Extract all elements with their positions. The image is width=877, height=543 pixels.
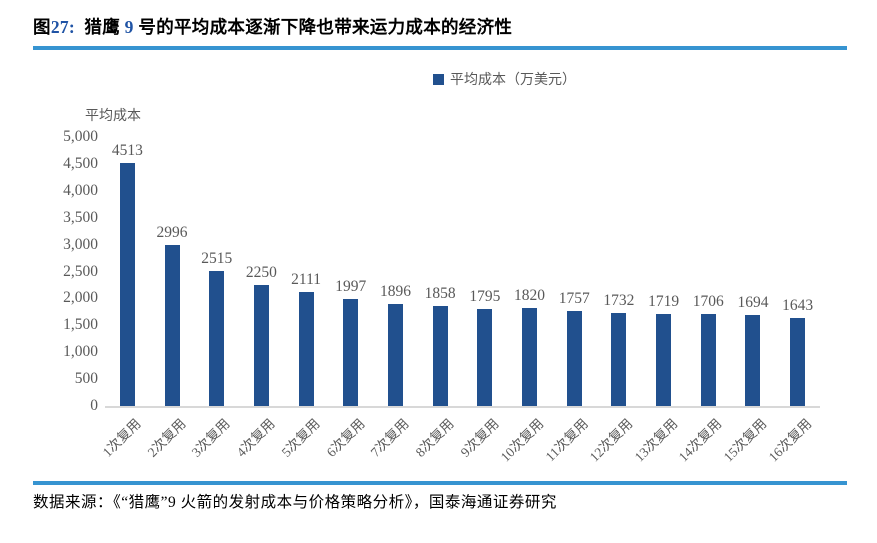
bar-value-label: 1757: [558, 290, 590, 308]
figure-title: 图27: 猎鹰 9 号的平均成本逐渐下降也带来运力成本的经济性: [33, 14, 853, 39]
bar: [611, 312, 627, 406]
bar: [209, 270, 225, 406]
y-tick-label: 5,000: [63, 128, 98, 145]
bar-value-label: 2111: [291, 271, 322, 289]
bar: [343, 298, 359, 406]
chart-legend: 平均成本（万美元）: [433, 69, 576, 89]
x-category-label: 16次复用: [765, 415, 815, 465]
y-tick-label: 4,000: [63, 181, 98, 199]
x-category-label: 15次复用: [720, 415, 770, 465]
bar: [253, 284, 269, 406]
x-category-label: 8次复用: [412, 415, 457, 460]
y-tick-label: 500: [74, 370, 98, 388]
x-category-label: 10次复用: [497, 415, 546, 465]
bar-value-label: 2515: [201, 249, 233, 267]
x-category-label: 1次复用: [99, 415, 144, 460]
x-category-label: 12次复用: [586, 415, 636, 465]
x-category-label: 14次复用: [675, 415, 725, 465]
bar: [119, 163, 135, 406]
y-axis-title: 平均成本: [85, 109, 141, 124]
bar-value-label: 2996: [156, 223, 188, 241]
bar: [164, 244, 180, 406]
x-category-label: 2次复用: [144, 415, 189, 460]
title-underline: [33, 46, 847, 50]
bar: [522, 308, 538, 406]
bar: [477, 309, 493, 406]
footer-rule: [33, 481, 847, 485]
bar-value-label: 1719: [648, 292, 680, 310]
bar-value-label: 1732: [603, 291, 635, 309]
bar-value-label: 1694: [737, 293, 769, 311]
x-category-label: 3次复用: [189, 415, 234, 460]
y-tick-label: 1,500: [63, 316, 98, 334]
figure-title-text-b: 号的平均成本逐渐下降也带来运力成本的经济性: [133, 17, 513, 37]
bar: [432, 306, 448, 406]
figure-number: 27:: [50, 17, 76, 37]
data-source: 数据来源：《“猎鹰”9 火箭的发射成本与价格策略分析》，国泰海通证券研究: [33, 494, 557, 511]
x-axis-line: [105, 406, 820, 408]
x-category-label: 7次复用: [367, 415, 412, 460]
figure-title-number: 9: [124, 17, 134, 37]
x-category-label: 9次复用: [457, 415, 502, 460]
bar-value-label: 1706: [692, 293, 724, 311]
x-category-label: 6次复用: [323, 415, 368, 460]
x-category-label: 11次复用: [542, 415, 591, 465]
y-tick-label: 2,500: [63, 262, 98, 280]
bar-value-label: 2250: [245, 263, 277, 281]
bar: [745, 314, 761, 406]
x-category-label: 5次复用: [278, 415, 323, 460]
y-tick-label: 0: [90, 397, 98, 414]
bar: [566, 311, 582, 406]
bar-value-label: 1858: [424, 285, 456, 303]
bar: [298, 292, 314, 406]
bar-value-label: 1820: [514, 287, 546, 305]
x-category-label: 13次复用: [631, 415, 681, 465]
x-category-label: 4次复用: [233, 415, 278, 460]
y-tick-label: 3,500: [63, 208, 98, 226]
bar: [790, 317, 806, 406]
legend-swatch-icon: [433, 74, 444, 85]
bar-value-label: 1997: [335, 277, 367, 295]
y-tick-label: 2,000: [63, 289, 98, 307]
y-tick-label: 4,500: [63, 154, 98, 172]
bar-value-label: 1643: [782, 296, 814, 314]
bar: [700, 314, 716, 406]
bar-value-label: 4513: [111, 142, 143, 160]
bar: [387, 303, 403, 406]
y-tick-label: 3,000: [63, 235, 98, 253]
bar: [656, 313, 672, 406]
legend-label: 平均成本（万美元）: [450, 73, 576, 88]
y-tick-label: 1,000: [63, 343, 98, 361]
bar-value-label: 1896: [379, 282, 411, 300]
figure-label: 图: [33, 17, 51, 37]
figure-title-text-a: 猎鹰: [75, 17, 125, 37]
bar-value-label: 1795: [469, 288, 501, 306]
